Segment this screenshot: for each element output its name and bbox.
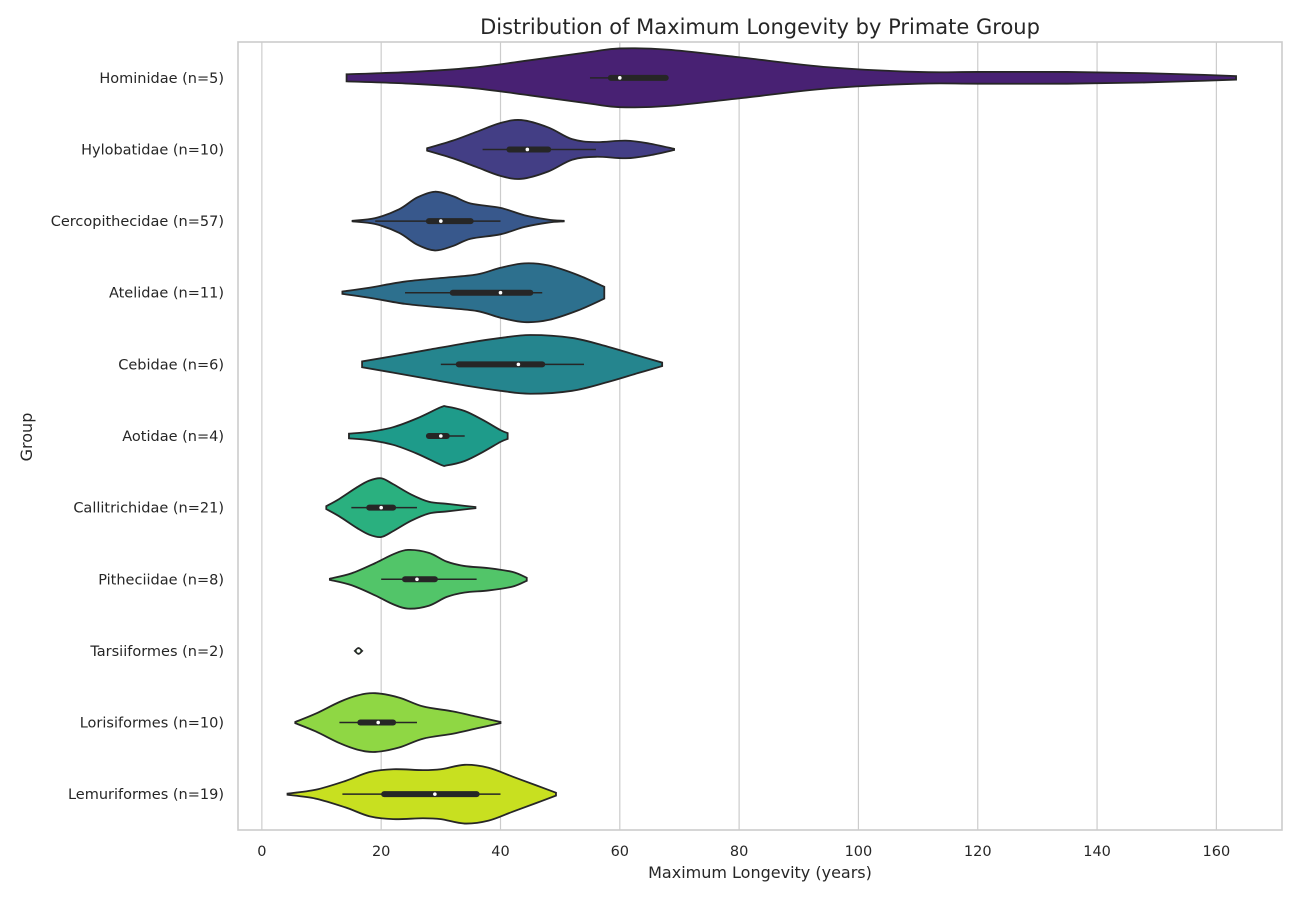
median-marker — [379, 505, 383, 510]
median-marker — [439, 434, 443, 438]
y-tick-label: Pitheciidae (n=8) — [98, 572, 224, 588]
x-tick-label: 100 — [845, 844, 873, 860]
y-tick-label: Aotidae (n=4) — [122, 429, 224, 445]
violins — [286, 47, 1237, 825]
median-marker — [415, 577, 419, 582]
x-tick-label: 160 — [1203, 844, 1231, 860]
x-tick-label: 0 — [257, 844, 266, 860]
y-tick-label: Lemuriformes (n=19) — [68, 787, 224, 803]
x-axis-label: Maximum Longevity (years) — [648, 863, 872, 882]
violin-shape — [345, 47, 1237, 109]
y-axis-label: Group — [17, 413, 36, 462]
y-tick-label: Lorisiformes (n=10) — [80, 716, 224, 732]
median-marker — [439, 219, 443, 223]
median-marker — [525, 147, 530, 152]
y-tick-label: Atelidae (n=11) — [109, 286, 224, 302]
median-marker — [498, 290, 503, 295]
y-tick-label: Callitrichidae (n=21) — [73, 501, 224, 517]
y-tick-labels: Hominidae (n=5) Hylobatidae (n=10) Cercopi… — [51, 71, 224, 803]
median-marker — [376, 720, 380, 725]
x-tick-label: 60 — [611, 844, 629, 860]
median-marker — [356, 649, 361, 653]
x-tick-label: 120 — [964, 844, 992, 860]
y-tick-label: Hominidae (n=5) — [99, 71, 224, 87]
y-tick-label: Cercopithecidae (n=57) — [51, 214, 224, 230]
x-tick-labels: 0 20 40 60 80 100 120 140 160 — [257, 844, 1230, 860]
y-tick-label: Hylobatidae (n=10) — [81, 142, 224, 158]
y-tick-label: Tarsiiformes (n=2) — [89, 644, 224, 660]
x-tick-label: 140 — [1083, 844, 1111, 860]
x-tick-label: 20 — [372, 844, 390, 860]
chart-title: Distribution of Maximum Longevity by Pri… — [480, 15, 1040, 39]
y-tick-label: Cebidae (n=6) — [118, 357, 224, 373]
x-tick-label: 40 — [491, 844, 509, 860]
median-marker — [516, 362, 521, 367]
plot-frame — [237, 41, 1283, 831]
median-marker — [618, 76, 622, 80]
x-tick-label: 80 — [730, 844, 748, 860]
median-marker — [433, 792, 437, 796]
